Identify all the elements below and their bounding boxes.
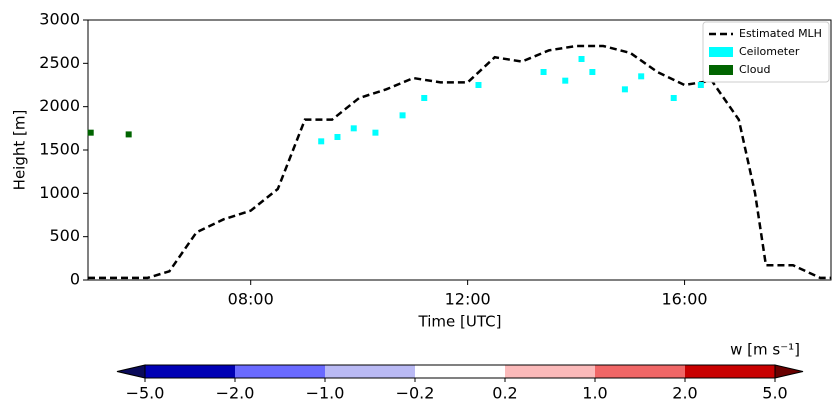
legend-swatch [709, 65, 733, 75]
colorbar-extend [774, 364, 804, 379]
y-tick-label: 3000 [39, 10, 80, 29]
colorbar-segment [685, 365, 775, 378]
point [421, 95, 428, 101]
colorbar-tick-label: 2.0 [672, 384, 697, 403]
legend-swatch [709, 47, 733, 57]
y-axis-label: Height [m] [11, 110, 29, 191]
x-tick-label: 08:00 [228, 290, 274, 309]
x-axis-label: Time [UTC] [418, 313, 502, 331]
colorbar-label: w [m s⁻¹] [730, 341, 800, 359]
point [562, 77, 569, 84]
legend-label: Ceilometer [739, 45, 800, 58]
point [670, 95, 677, 101]
legend-box [702, 21, 830, 83]
colorbar-tick-label: −0.2 [396, 384, 435, 403]
point [334, 134, 341, 140]
colorbar-segment [415, 365, 505, 378]
colorbar-tick-label: −5.0 [126, 384, 165, 403]
y-tick-label: 0 [70, 270, 80, 289]
x-tick-label: 16:00 [662, 290, 708, 309]
x-tick-label: 12:00 [445, 290, 491, 309]
point [697, 82, 704, 88]
point [87, 129, 94, 136]
y-tick-label: 500 [49, 226, 80, 245]
colorbar-segment [145, 365, 235, 378]
point [589, 69, 596, 75]
y-tick-label: 2500 [39, 53, 80, 72]
point [399, 112, 406, 119]
point [125, 131, 132, 138]
colorbar-tick-label: −1.0 [306, 384, 345, 403]
colorbar-segment [595, 365, 685, 378]
point [475, 82, 482, 88]
colorbar-tick-label: 0.2 [492, 384, 517, 403]
point [578, 56, 585, 62]
legend-label: Estimated MLH [739, 27, 822, 40]
colorbar-segment [505, 365, 595, 378]
colorbar-tick-label: −2.0 [216, 384, 255, 403]
y-tick-label: 2000 [39, 96, 80, 115]
colorbar-frame [144, 364, 776, 379]
colorbar-segment [235, 365, 325, 378]
y-tick-label: 1000 [39, 183, 80, 202]
colorbar-segment [325, 365, 415, 378]
point [318, 138, 325, 145]
y-tick-label: 1500 [39, 140, 80, 159]
mlh-line [88, 44, 831, 280]
point [540, 69, 547, 75]
point [350, 125, 357, 132]
colorbar-tick-label: 1.0 [582, 384, 607, 403]
colorbar-extend [116, 364, 146, 379]
point [621, 86, 628, 93]
colorbar-tick-label: 5.0 [762, 384, 787, 403]
point [372, 129, 379, 136]
legend-label: Cloud [739, 63, 770, 76]
point [638, 73, 645, 80]
